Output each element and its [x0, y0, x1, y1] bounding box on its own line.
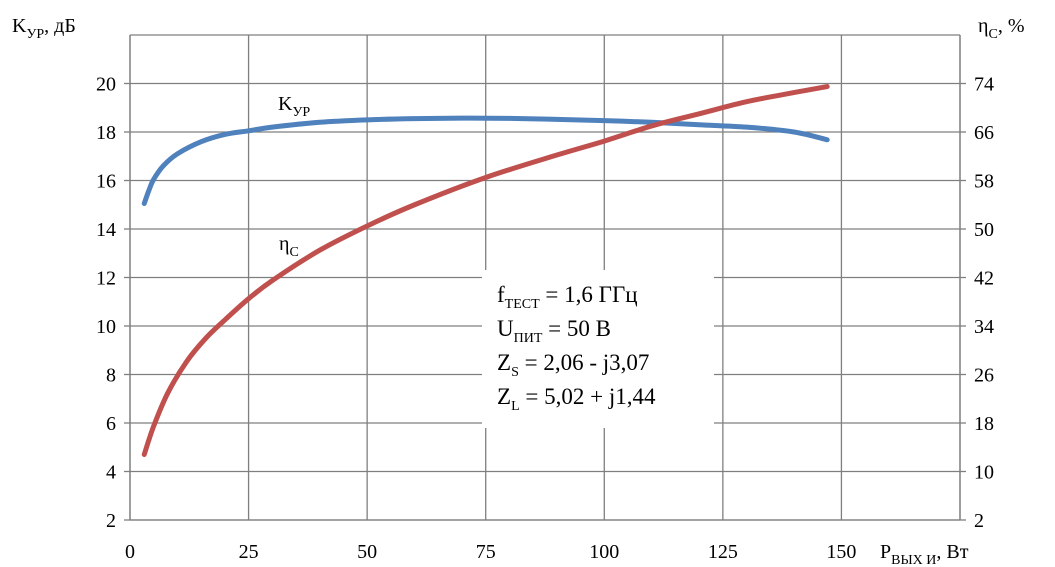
y-right-tick-label: 34: [974, 316, 994, 338]
annotation-line-1-rest: = 50 В: [542, 316, 611, 341]
x-tick-label: 125: [708, 541, 738, 563]
y-left-tick-label: 12: [96, 268, 116, 290]
series-label-0: KУР: [278, 93, 310, 120]
annotation-line-3-rest: = 5,02 + j1,44: [520, 384, 656, 409]
x-axis-label-rest: , Вт: [936, 541, 968, 563]
y-right-tick-label: 50: [974, 219, 994, 241]
y-left-tick-label: 8: [106, 365, 116, 387]
series-line-efficiency: [141, 84, 830, 458]
y-left-axis-label: KУР, дБ: [12, 15, 76, 42]
y-right-tick-label: 18: [974, 413, 994, 435]
y-left-tick-label: 14: [96, 219, 116, 241]
y-right-axis-label-main: η: [978, 15, 988, 37]
x-axis-label: PВЫХ И, Вт: [880, 541, 969, 567]
series-line-gain: [141, 115, 830, 207]
y-right-tick-label: 74: [974, 74, 994, 96]
y-right-tick-label: 26: [974, 365, 994, 387]
x-tick-label: 0: [125, 541, 135, 563]
y-right-tick-label: 58: [974, 171, 994, 193]
annotation-line-0-sub: ТЕСТ: [505, 297, 540, 312]
y-right-tick-label: 66: [974, 122, 994, 144]
series: [141, 84, 830, 458]
annotation-line-0-main: f: [497, 282, 505, 307]
annotation-line-0-rest: = 1,6 ГГц: [540, 282, 638, 307]
annotation-line-0: fТЕСТ = 1,6 ГГц: [497, 282, 638, 312]
annotation-line-3: ZL = 5,02 + j1,44: [497, 384, 656, 414]
x-tick-label: 150: [826, 541, 856, 563]
y-left-tick-label: 16: [96, 171, 116, 193]
annotation-line-1: UПИТ = 50 В: [497, 316, 611, 346]
y-right-axis-label-sub: C: [988, 27, 997, 42]
annotation-line-2-main: Z: [497, 350, 511, 375]
y-right-tick-label: 2: [974, 510, 984, 532]
x-tick-label: 50: [357, 541, 377, 563]
annotation-line-3-main: Z: [497, 384, 511, 409]
series-label-1-main: η: [279, 233, 289, 255]
x-tick-label: 75: [476, 541, 496, 563]
y-left-tick-label: 2: [106, 510, 116, 532]
y-right-tick-label: 10: [974, 462, 994, 484]
annotation-line-3-sub: L: [511, 399, 520, 414]
annotation-line-1-main: U: [497, 316, 514, 341]
annotation-line-2-rest: = 2,06 - j3,07: [519, 350, 650, 375]
annotation-line-1-sub: ПИТ: [514, 331, 543, 346]
axes: [124, 35, 966, 521]
y-left-axis-label-sub: УР: [26, 27, 44, 42]
y-right-axis-label: ηC, %: [978, 15, 1024, 42]
x-tick-label: 25: [239, 541, 259, 563]
series-label-0-main: K: [278, 93, 293, 115]
x-tick-label: 100: [589, 541, 619, 563]
series-label-0-sub: УР: [292, 105, 310, 120]
x-axis-label-main: P: [880, 541, 891, 563]
annotation-box: [482, 270, 714, 428]
y-left-axis-label-main: K: [12, 15, 27, 37]
y-left-tick-label: 4: [106, 462, 116, 484]
series-label-1-sub: C: [289, 245, 298, 260]
y-left-tick-label: 10: [96, 316, 116, 338]
y-right-axis-label-rest: , %: [998, 15, 1025, 37]
tick-labels: 0 25 50 75 100 125 150 2 4 6 8 10 12 14 16 18 20 2 10 18 26 3…: [96, 74, 994, 564]
y-left-tick-label: 20: [96, 74, 116, 96]
y-left-tick-label: 6: [106, 413, 116, 435]
annotation-line-2-sub: S: [511, 365, 519, 380]
y-left-axis-label-rest: , дБ: [44, 15, 76, 37]
y-right-tick-label: 42: [974, 268, 994, 290]
x-axis-label-sub: ВЫХ И: [891, 553, 936, 567]
series-label-1: ηC: [279, 233, 299, 260]
y-left-tick-label: 18: [96, 122, 116, 144]
annotation-line-2: ZS = 2,06 - j3,07: [497, 350, 649, 380]
